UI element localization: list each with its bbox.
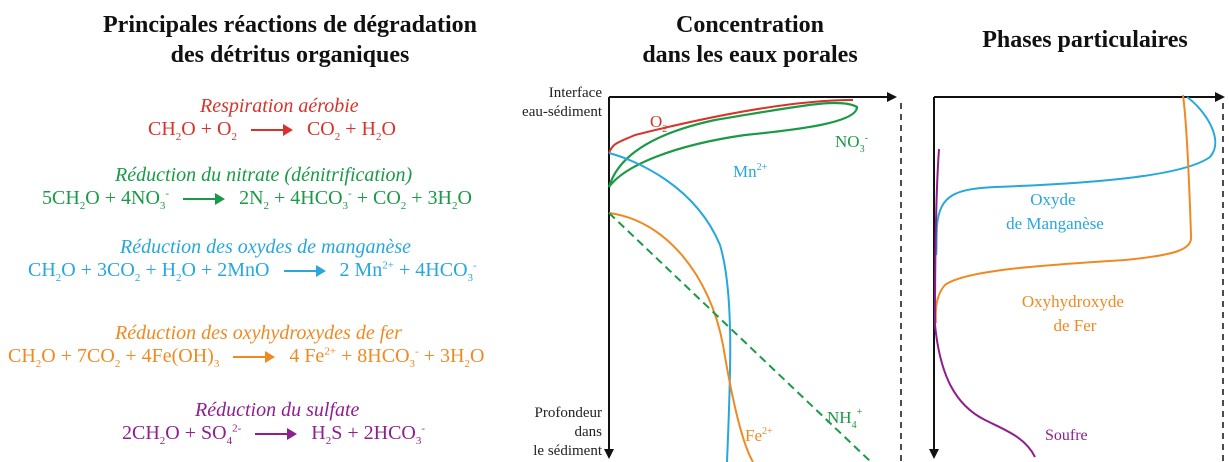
- reaction-title-2: Réduction du nitrate (dénitrification): [115, 164, 413, 186]
- reaction-arrow-icon: [233, 346, 276, 369]
- reactions-title: Principales réactions de dégradation des…: [70, 10, 510, 70]
- reaction-products-3: 2 Mn2+ + 4HCO3-: [339, 259, 477, 284]
- reaction-arrow-icon: [283, 260, 326, 283]
- depth-label-line3: le sédiment: [533, 443, 602, 459]
- reaction-reactants-5: 2CH2O + SO42-: [122, 422, 242, 447]
- reaction-title-1: Respiration aérobie: [200, 95, 359, 117]
- reaction-equation-2: 5CH2O + 4NO3- 2N2 + 4HCO3- + CO2 + 3H2O: [42, 187, 472, 212]
- depth-label-line1: Profondeur: [534, 405, 603, 421]
- reaction-title-5: Réduction du sulfate: [195, 399, 360, 421]
- particulate-title: Phases particulaires: [982, 27, 1188, 53]
- reaction-title-3: Réduction des oxydes de manganèse: [120, 236, 412, 258]
- fe-oxyhydroxide-curve: [934, 94, 1193, 324]
- reaction-products-5: H2S + 2HCO3-: [311, 422, 426, 447]
- reaction-arrow-icon: [255, 423, 298, 446]
- fe2-curve: [608, 212, 754, 462]
- no3-label: NO3-: [835, 132, 868, 155]
- pore-water-title: Concentration dans les eaux porales: [595, 10, 905, 70]
- mn-oxide-label: Oxyde de Manganèse: [1006, 190, 1104, 233]
- nh4-curve: [608, 212, 872, 462]
- sulfur-curve: [933, 148, 1036, 458]
- reaction-products-2: 2N2 + 4HCO3- + CO2 + 3H2O: [239, 187, 472, 212]
- mn2-curve: [608, 152, 732, 462]
- reaction-equation-5: 2CH2O + SO42- H2S + 2HCO3-: [122, 422, 425, 447]
- reaction-equation-3: CH2O + 3CO2 + H2O + 2MnO 2 Mn2+ + 4HCO3-: [28, 259, 477, 284]
- o2-label: O2: [650, 112, 667, 135]
- pore-water-title-line2: dans les eaux porales: [642, 42, 858, 68]
- interface-label-line2: eau-sédiment: [522, 104, 602, 120]
- mn2-label: Mn2+: [733, 162, 768, 181]
- reaction-reactants-2: 5CH2O + 4NO3-: [42, 187, 170, 212]
- reactions-title-line1: Principales réactions de dégradation: [103, 12, 477, 38]
- fe2-label: Fe2+: [745, 426, 773, 445]
- no3-curve: [607, 101, 859, 188]
- fe-oxyhydroxide-label: Oxyhydroxyde de Fer: [1022, 292, 1128, 335]
- reaction-reactants-3: CH2O + 3CO2 + H2O + 2MnO: [28, 259, 270, 284]
- reaction-equation-1: CH2O + O2 CO2 + H2O: [148, 118, 396, 143]
- pore-water-diagram: O2 NO3- Mn2+ Fe2+ NH4+: [604, 92, 902, 462]
- depth-label: Profondeur dans le sédiment: [470, 404, 602, 461]
- sulfur-label: Soufre: [1045, 427, 1088, 444]
- interface-label: Interface eau-sédiment: [470, 84, 602, 122]
- nh4-label: NH4+: [827, 407, 863, 431]
- reaction-title-4: Réduction des oxyhydroxydes de fer: [115, 322, 402, 344]
- pore-water-title-line1: Concentration: [676, 12, 824, 38]
- reaction-arrow-icon: [183, 188, 226, 211]
- reaction-reactants-4: CH2O + 7CO2 + 4Fe(OH)3: [8, 345, 220, 370]
- reaction-equation-4: CH2O + 7CO2 + 4Fe(OH)3 4 Fe2+ + 8HCO3- + …: [8, 345, 484, 370]
- interface-label-line1: Interface: [548, 85, 602, 101]
- reaction-products-4: 4 Fe2+ + 8HCO3- + 3H2O: [289, 345, 485, 370]
- reactions-title-line2: des détritus organiques: [170, 42, 410, 68]
- particulate-diagram: Oxyde de Manganèse Oxyhydroxyde de Fer S…: [929, 92, 1225, 462]
- reaction-products-1: CO2 + H2O: [306, 118, 396, 143]
- reaction-arrow-icon: [250, 119, 293, 142]
- reaction-reactants-1: CH2O + O2: [148, 118, 237, 143]
- o2-curve: [608, 99, 854, 154]
- depth-label-line2: dans: [574, 424, 603, 440]
